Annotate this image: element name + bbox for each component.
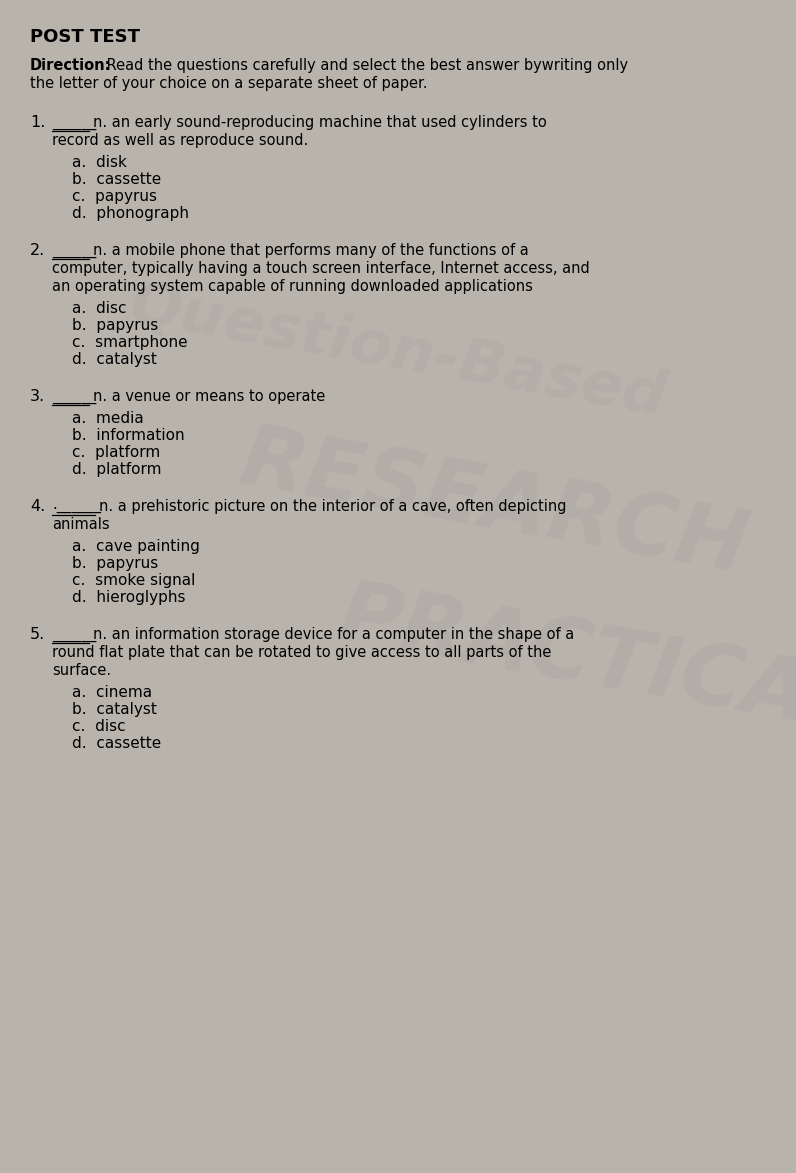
Text: a.  cinema: a. cinema	[72, 685, 152, 700]
Text: ______: ______	[52, 115, 96, 130]
Text: .______: .______	[52, 499, 101, 514]
Text: surface.: surface.	[52, 663, 111, 678]
Text: d.  cassette: d. cassette	[72, 735, 162, 751]
Text: b.  information: b. information	[72, 428, 185, 443]
Text: PRACTICA: PRACTICA	[331, 575, 796, 739]
Text: b.  cassette: b. cassette	[72, 172, 162, 187]
Text: ______: ______	[52, 628, 96, 642]
Text: the letter of your choice on a separate sheet of paper.: the letter of your choice on a separate …	[30, 76, 427, 91]
Text: 4.: 4.	[30, 499, 45, 514]
Text: n. an early sound-reproducing machine that used cylinders to: n. an early sound-reproducing machine th…	[93, 115, 547, 130]
Text: 5.: 5.	[30, 628, 45, 642]
Text: b.  catalyst: b. catalyst	[72, 701, 157, 717]
Text: c.  smoke signal: c. smoke signal	[72, 572, 195, 588]
Text: RESEARCH: RESEARCH	[233, 419, 754, 590]
Text: n. a venue or means to operate: n. a venue or means to operate	[93, 389, 326, 404]
Text: ______: ______	[52, 243, 96, 258]
Text: ______: ______	[52, 389, 96, 404]
Text: 2.: 2.	[30, 243, 45, 258]
Text: c.  platform: c. platform	[72, 445, 160, 460]
Text: Question-Based: Question-Based	[125, 276, 671, 428]
Text: POST TEST: POST TEST	[30, 28, 140, 46]
Text: b.  papyrus: b. papyrus	[72, 318, 158, 333]
Text: b.  papyrus: b. papyrus	[72, 556, 158, 571]
Text: d.  hieroglyphs: d. hieroglyphs	[72, 590, 185, 605]
Text: a.  cave painting: a. cave painting	[72, 540, 200, 554]
Text: 1.: 1.	[30, 115, 45, 130]
Text: c.  papyrus: c. papyrus	[72, 189, 157, 204]
Text: round flat plate that can be rotated to give access to all parts of the: round flat plate that can be rotated to …	[52, 645, 552, 660]
Text: n. a prehistoric picture on the interior of a cave, often depicting: n. a prehistoric picture on the interior…	[100, 499, 567, 514]
Text: Direction:: Direction:	[30, 57, 111, 73]
Text: a.  disc: a. disc	[72, 301, 127, 316]
Text: c.  disc: c. disc	[72, 719, 126, 734]
Text: record as well as reproduce sound.: record as well as reproduce sound.	[52, 133, 308, 148]
Text: d.  phonograph: d. phonograph	[72, 206, 189, 221]
Text: an operating system capable of running downloaded applications: an operating system capable of running d…	[52, 279, 533, 294]
Text: computer, typically having a touch screen interface, Internet access, and: computer, typically having a touch scree…	[52, 262, 590, 276]
Text: Read the questions carefully and select the best answer bywriting only: Read the questions carefully and select …	[102, 57, 628, 73]
Text: animals: animals	[52, 517, 110, 533]
Text: n. a mobile phone that performs many of the functions of a: n. a mobile phone that performs many of …	[93, 243, 529, 258]
Text: c.  smartphone: c. smartphone	[72, 335, 188, 350]
Text: n. an information storage device for a computer in the shape of a: n. an information storage device for a c…	[93, 628, 575, 642]
Text: a.  media: a. media	[72, 411, 144, 426]
Text: 3.: 3.	[30, 389, 45, 404]
Text: a.  disk: a. disk	[72, 155, 127, 170]
Text: d.  platform: d. platform	[72, 462, 162, 477]
Text: d.  catalyst: d. catalyst	[72, 352, 157, 367]
